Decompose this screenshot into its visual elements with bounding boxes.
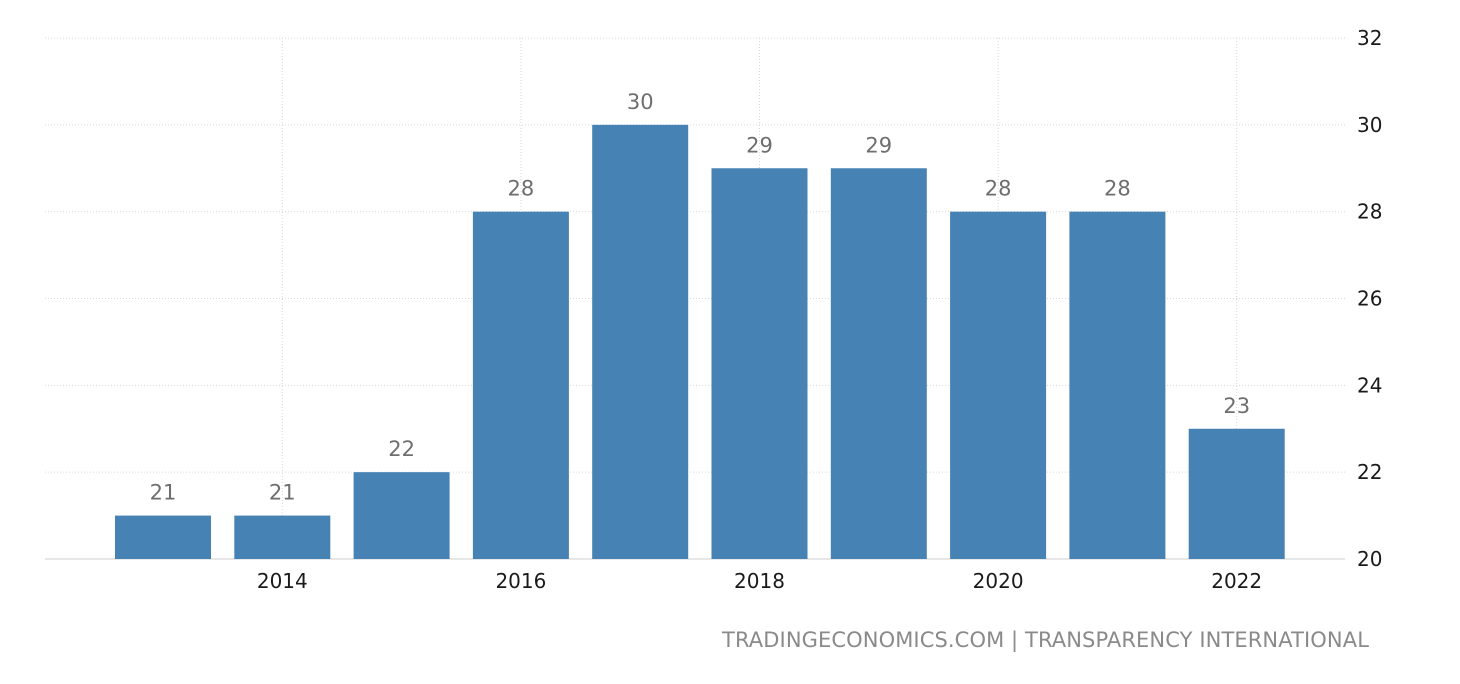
- data-labels-layer: 21 21 22 28 30 29 29 28 28 23: [150, 90, 1250, 505]
- bar-data-label: 21: [150, 481, 177, 505]
- bar-data-label: 21: [269, 481, 296, 505]
- bar-data-label: 28: [985, 177, 1012, 201]
- bar: [950, 211, 1047, 559]
- bar: [830, 168, 927, 559]
- bar: [1188, 428, 1285, 559]
- y-tick-label: 32: [1357, 26, 1382, 50]
- y-tick-label: 28: [1357, 200, 1382, 224]
- bar: [234, 515, 331, 559]
- x-tick-label: 2016: [495, 569, 546, 593]
- bar: [353, 472, 450, 559]
- y-tick-label: 26: [1357, 287, 1382, 311]
- bar-data-label: 23: [1223, 394, 1250, 418]
- bar-data-label: 29: [746, 133, 773, 157]
- y-tick-label: 20: [1357, 547, 1382, 571]
- x-tick-label: 2020: [973, 569, 1024, 593]
- x-tick-label: 2018: [734, 569, 785, 593]
- source-attribution: TRADINGECONOMICS.COM | TRANSPARENCY INTE…: [722, 628, 1369, 652]
- x-tick-label: 2022: [1211, 569, 1262, 593]
- x-axis-ticks: 2014 2016 2018 2020 2022: [257, 569, 1262, 593]
- y-tick-label: 22: [1357, 460, 1382, 484]
- x-tick-label: 2014: [257, 569, 308, 593]
- bar-data-label: 28: [508, 177, 535, 201]
- bar: [1069, 211, 1166, 559]
- bars-layer: [115, 124, 1285, 559]
- y-axis-ticks: 20 22 24 26 28 30 32: [1357, 26, 1382, 571]
- bar: [115, 515, 211, 559]
- bar-data-label: 30: [627, 90, 654, 114]
- y-tick-label: 30: [1357, 113, 1382, 137]
- bar: [711, 168, 808, 559]
- bar-data-label: 28: [1104, 177, 1131, 201]
- bar: [592, 124, 689, 559]
- bar-data-label: 29: [865, 133, 892, 157]
- bar-data-label: 22: [388, 437, 415, 461]
- y-tick-label: 24: [1357, 373, 1382, 397]
- bar: [472, 211, 569, 559]
